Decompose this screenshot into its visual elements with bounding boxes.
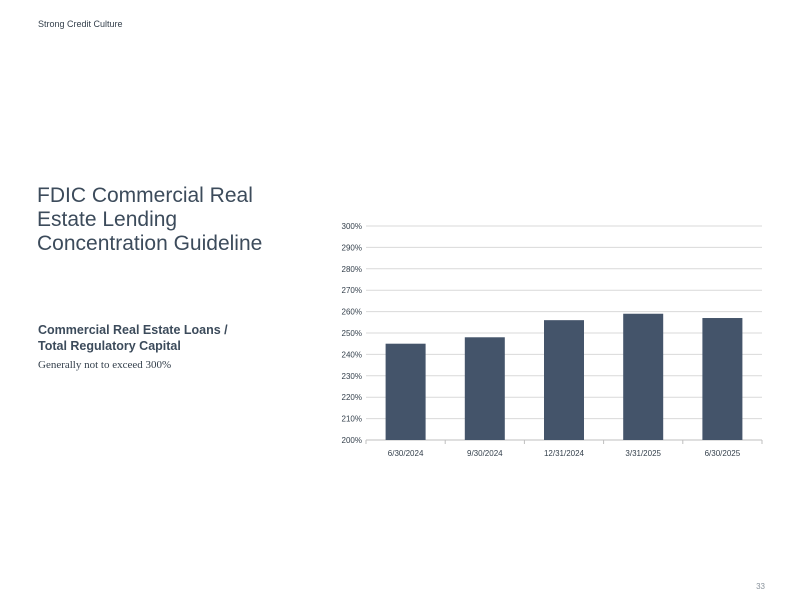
guideline-note: Generally not to exceed 300%	[38, 359, 172, 371]
bar-9/30/2024	[464, 337, 505, 440]
y-tick-label: 210%	[342, 415, 362, 424]
x-tick-label: 6/30/2025	[705, 449, 741, 458]
y-tick-label: 250%	[342, 329, 362, 338]
page-title: FDIC Commercial Real Estate Lending Conc…	[37, 184, 263, 255]
y-tick-label: 300%	[342, 222, 362, 231]
metric-subtitle: Commercial Real Estate Loans / Total Reg…	[38, 322, 278, 354]
bar-6/30/2025	[702, 318, 743, 440]
y-tick-label: 230%	[342, 372, 362, 381]
y-tick-label: 280%	[342, 265, 362, 274]
y-tick-label: 200%	[342, 436, 362, 445]
x-tick-label: 9/30/2024	[467, 449, 503, 458]
x-tick-label: 6/30/2024	[388, 449, 424, 458]
section-label: Strong Credit Culture	[38, 19, 123, 29]
bar-6/30/2024	[385, 343, 426, 440]
chart-y-axis: 200% 210% 220% 230% 240% 250% 260% 270% 280% 290%…	[342, 222, 362, 445]
x-tick-label: 3/31/2025	[625, 449, 661, 458]
bar-12/31/2024	[544, 320, 584, 440]
y-tick-label: 220%	[342, 393, 362, 402]
chart-bars	[385, 313, 743, 440]
y-tick-label: 270%	[342, 286, 362, 295]
page-number: 33	[756, 582, 765, 591]
x-tick-label: 12/31/2024	[544, 449, 585, 458]
y-tick-label: 260%	[342, 308, 362, 317]
metric-subtitle-line-1: Commercial Real Estate Loans /	[38, 323, 228, 337]
chart-x-axis: 6/30/2024 9/30/2024 12/31/2024 3/31/2025 6/3…	[365, 440, 763, 458]
y-tick-label: 240%	[342, 350, 362, 359]
metric-subtitle-line-2: Total Regulatory Capital	[38, 339, 181, 353]
bar-3/31/2025	[623, 313, 664, 440]
y-tick-label: 290%	[342, 243, 362, 252]
